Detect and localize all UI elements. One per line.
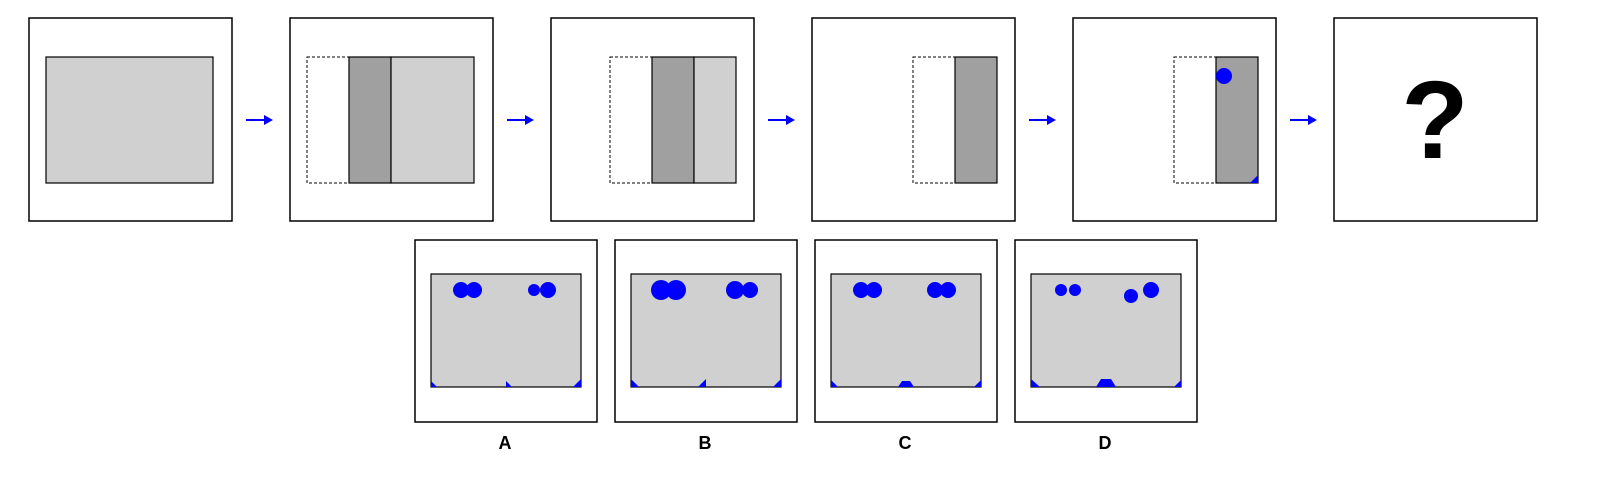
step-3-panel (550, 17, 755, 222)
paper-sheet (45, 56, 214, 184)
fold-outline (912, 56, 956, 184)
corner-notch (773, 379, 781, 387)
step-4-panel (811, 17, 1016, 222)
hole (940, 282, 956, 298)
hole (666, 280, 686, 300)
corner-notch (698, 379, 706, 387)
hole (651, 280, 671, 300)
corner-notch (1174, 380, 1181, 387)
question-panel: ? (1333, 17, 1538, 222)
option-c-label: C (899, 433, 912, 453)
corner-notch (431, 381, 437, 387)
corner-notch (631, 379, 639, 387)
arrow-2 (507, 115, 534, 125)
hole (1069, 284, 1081, 296)
corner-notch (974, 380, 981, 387)
corner-notch (506, 381, 512, 387)
fold-outline (306, 56, 350, 184)
hole (528, 284, 540, 296)
punched-corner (1250, 175, 1258, 183)
hole (1143, 282, 1159, 298)
question-frame (1333, 17, 1538, 222)
option-a-label: A (499, 433, 512, 453)
hole (453, 282, 469, 298)
option-c[interactable]: C (814, 239, 998, 453)
arrow-3 (768, 115, 795, 125)
arrow-1 (246, 115, 273, 125)
folded-strip (954, 56, 998, 184)
fold-outline (609, 56, 653, 184)
option-a[interactable]: A (414, 239, 598, 453)
step-1-panel (28, 17, 233, 222)
hole (466, 282, 482, 298)
arrow-4 (1029, 115, 1056, 125)
hole (927, 282, 943, 298)
step-2-panel (289, 17, 494, 222)
option-d[interactable]: D (1014, 239, 1198, 453)
fold-outline (1173, 56, 1217, 184)
option-b-label: B (699, 433, 712, 453)
hole (540, 282, 556, 298)
folded-strip (651, 56, 695, 184)
edge-notch (898, 381, 914, 387)
hole (866, 282, 882, 298)
option-b[interactable]: B (614, 239, 798, 453)
hole (853, 282, 869, 298)
paper-remainder (693, 56, 737, 184)
corner-notch (1031, 379, 1040, 387)
step-5-panel (1072, 17, 1277, 222)
folded-strip (348, 56, 392, 184)
corner-notch (573, 379, 581, 387)
hole (726, 281, 744, 299)
punched-hole (1216, 68, 1232, 84)
question-mark: ? (1401, 59, 1468, 182)
hole (1124, 289, 1138, 303)
arrow-5 (1290, 115, 1317, 125)
edge-notch (1096, 379, 1116, 387)
hole (1055, 284, 1067, 296)
option-d-label: D (1099, 433, 1112, 453)
corner-notch (831, 380, 838, 387)
paper-remainder (390, 56, 475, 184)
hole (742, 282, 758, 298)
